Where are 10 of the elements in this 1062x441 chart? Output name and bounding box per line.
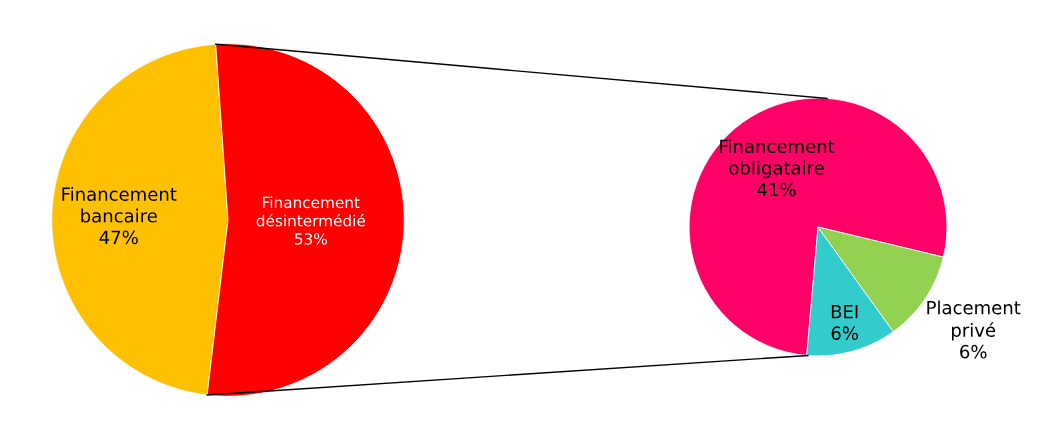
data-label: 6% — [960, 344, 987, 359]
slice-label: BEI — [831, 304, 858, 319]
slice-label: Financement bancaire — [62, 187, 177, 223]
slice-label: Financement obligataire — [720, 139, 835, 179]
data-label: 6% — [831, 326, 858, 340]
data-label: 53% — [295, 233, 327, 245]
slice-label: Financement désintermédié — [256, 196, 366, 227]
data-label: 47% — [99, 230, 138, 245]
slice-label: Placement privé — [927, 300, 1021, 341]
data-label: 41% — [757, 182, 796, 197]
